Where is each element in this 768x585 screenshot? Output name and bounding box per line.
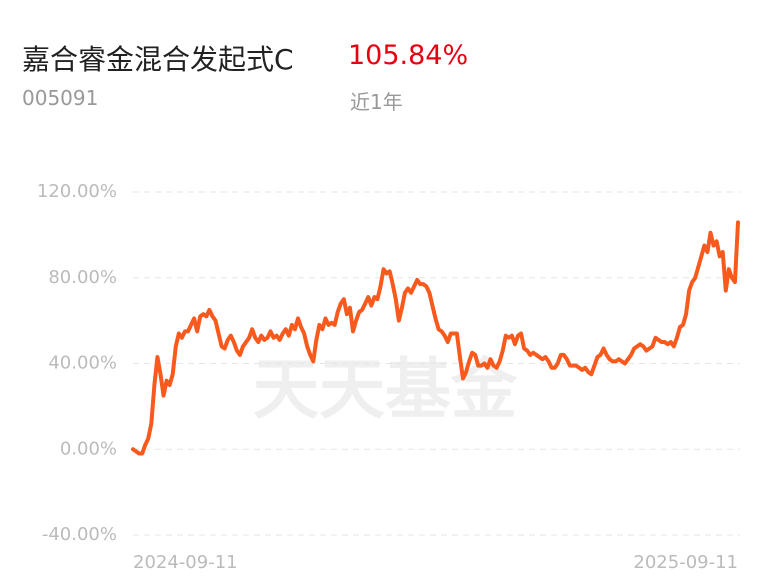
line (131, 220, 740, 456)
x-tick-label: 2024-09-11 (133, 552, 238, 573)
y-tick-label: 120.00% (37, 181, 117, 202)
return-value: 105.84% (348, 40, 469, 71)
y-tick-label: 40.00% (48, 353, 117, 374)
fund-name: 嘉合睿金混合发起式C (22, 43, 294, 76)
fund-code: 005091 (22, 86, 99, 110)
x-tick-label: 2025-09-11 (633, 552, 738, 573)
y-tick-label: 80.00% (48, 267, 117, 288)
y-tick-label: -40.00% (42, 524, 117, 545)
watermark: 天天基金 (253, 350, 518, 428)
y-tick-label: 0.00% (60, 438, 117, 459)
period-label: 近1年 (350, 90, 403, 114)
